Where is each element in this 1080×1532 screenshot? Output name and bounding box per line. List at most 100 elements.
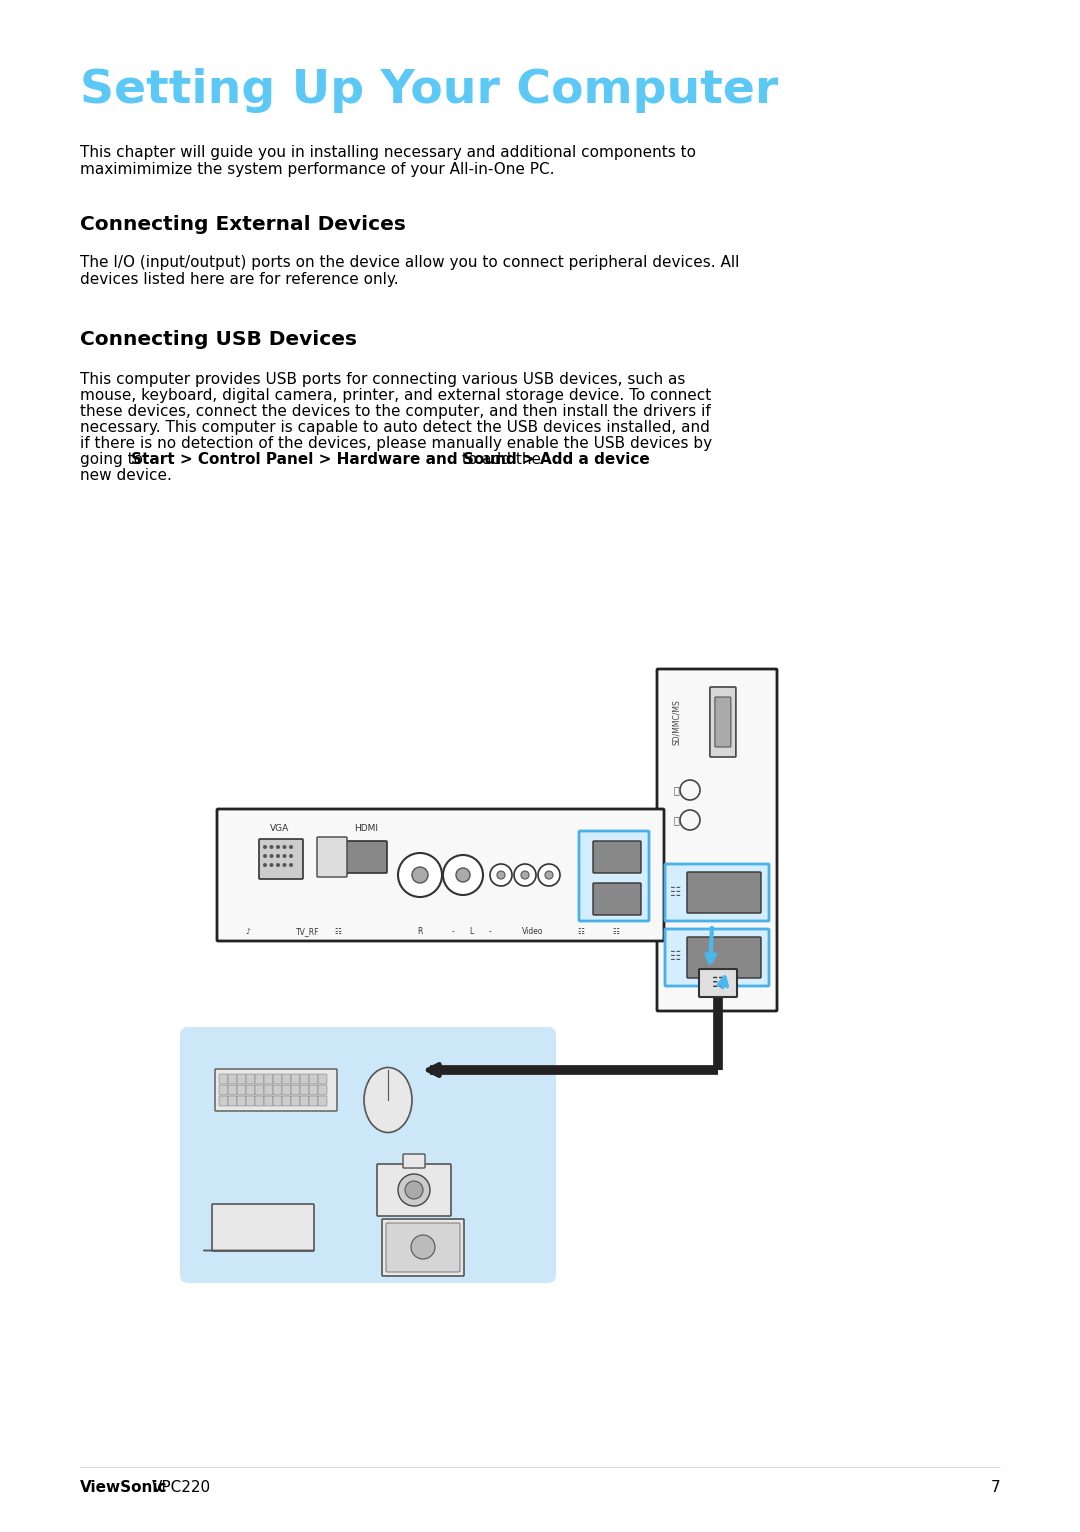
Text: going to: going to [80,452,148,467]
Circle shape [545,872,553,879]
FancyBboxPatch shape [309,1095,318,1106]
FancyBboxPatch shape [291,1095,300,1106]
Circle shape [264,863,267,867]
FancyBboxPatch shape [579,830,649,921]
FancyBboxPatch shape [687,872,761,913]
Text: This chapter will guide you in installing necessary and additional components to: This chapter will guide you in installin… [80,146,696,178]
FancyBboxPatch shape [212,1204,314,1252]
FancyBboxPatch shape [219,1095,228,1106]
FancyBboxPatch shape [309,1074,318,1085]
Text: ViewSonic: ViewSonic [80,1480,167,1495]
Circle shape [399,1174,430,1206]
FancyBboxPatch shape [282,1085,291,1095]
Text: Connecting External Devices: Connecting External Devices [80,214,406,234]
FancyBboxPatch shape [217,809,664,941]
Text: ♪: ♪ [245,927,251,936]
Text: ☷: ☷ [612,927,620,936]
Text: ☷: ☷ [712,976,725,990]
FancyBboxPatch shape [264,1085,273,1095]
FancyBboxPatch shape [228,1074,237,1085]
Text: SD/MMC/MS: SD/MMC/MS [672,699,680,745]
FancyBboxPatch shape [345,841,387,873]
FancyBboxPatch shape [377,1164,451,1216]
FancyBboxPatch shape [237,1095,246,1106]
Circle shape [456,869,470,882]
FancyBboxPatch shape [255,1095,264,1106]
Text: L: L [469,927,473,936]
Circle shape [264,853,267,858]
FancyBboxPatch shape [593,882,642,915]
Text: -: - [488,927,491,936]
FancyBboxPatch shape [300,1095,309,1106]
Circle shape [270,863,273,867]
Circle shape [521,872,529,879]
Text: to add the: to add the [458,452,541,467]
Text: Connecting USB Devices: Connecting USB Devices [80,329,356,349]
Text: 🎧: 🎧 [673,815,679,826]
Circle shape [399,853,442,898]
FancyBboxPatch shape [215,1069,337,1111]
FancyBboxPatch shape [246,1095,255,1106]
Text: The I/O (input/output) ports on the device allow you to connect peripheral devic: The I/O (input/output) ports on the devi… [80,254,740,288]
Text: ☷: ☷ [671,950,681,964]
Text: VPC220: VPC220 [152,1480,211,1495]
Text: mouse, keyboard, digital camera, printer, and external storage device. To connec: mouse, keyboard, digital camera, printer… [80,388,711,403]
FancyBboxPatch shape [699,970,737,997]
FancyBboxPatch shape [318,1095,327,1106]
Text: Video: Video [523,927,543,936]
Text: if there is no detection of the devices, please manually enable the USB devices : if there is no detection of the devices,… [80,435,712,450]
FancyBboxPatch shape [219,1085,228,1095]
FancyBboxPatch shape [291,1074,300,1085]
Circle shape [680,810,700,830]
FancyBboxPatch shape [665,864,769,921]
Text: Start > Control Panel > Hardware and Sound > Add a device: Start > Control Panel > Hardware and Sou… [132,452,650,467]
Circle shape [283,853,286,858]
FancyBboxPatch shape [318,1074,327,1085]
Circle shape [276,853,280,858]
FancyBboxPatch shape [665,928,769,987]
FancyBboxPatch shape [715,697,731,748]
Text: new device.: new device. [80,467,172,483]
FancyBboxPatch shape [282,1074,291,1085]
Circle shape [270,853,273,858]
FancyBboxPatch shape [259,840,303,879]
FancyBboxPatch shape [657,669,777,1011]
FancyBboxPatch shape [309,1085,318,1095]
Text: TV_RF: TV_RF [296,927,320,936]
FancyBboxPatch shape [291,1085,300,1095]
FancyBboxPatch shape [382,1219,464,1276]
Text: ☷: ☷ [335,927,341,936]
Text: 7: 7 [990,1480,1000,1495]
FancyBboxPatch shape [300,1074,309,1085]
Circle shape [270,846,273,849]
Circle shape [283,863,286,867]
Circle shape [411,867,428,882]
FancyBboxPatch shape [237,1074,246,1085]
FancyBboxPatch shape [255,1085,264,1095]
Text: R: R [417,927,422,936]
FancyBboxPatch shape [264,1074,273,1085]
Circle shape [276,846,280,849]
Text: these devices, connect the devices to the computer, and then install the drivers: these devices, connect the devices to th… [80,404,711,418]
FancyBboxPatch shape [228,1095,237,1106]
Text: Setting Up Your Computer: Setting Up Your Computer [80,67,779,113]
FancyBboxPatch shape [219,1074,228,1085]
FancyBboxPatch shape [273,1085,282,1095]
Circle shape [276,863,280,867]
Circle shape [443,855,483,895]
Circle shape [289,846,293,849]
Circle shape [289,853,293,858]
Text: HDMI: HDMI [354,824,378,833]
Circle shape [514,864,536,885]
FancyBboxPatch shape [318,836,347,876]
FancyBboxPatch shape [403,1154,426,1167]
Circle shape [264,846,267,849]
FancyBboxPatch shape [273,1095,282,1106]
Text: VGA: VGA [270,824,289,833]
Circle shape [497,872,505,879]
Text: This computer provides USB ports for connecting various USB devices, such as: This computer provides USB ports for con… [80,372,686,388]
Ellipse shape [364,1068,411,1132]
FancyBboxPatch shape [282,1095,291,1106]
FancyBboxPatch shape [228,1085,237,1095]
FancyBboxPatch shape [710,686,735,757]
